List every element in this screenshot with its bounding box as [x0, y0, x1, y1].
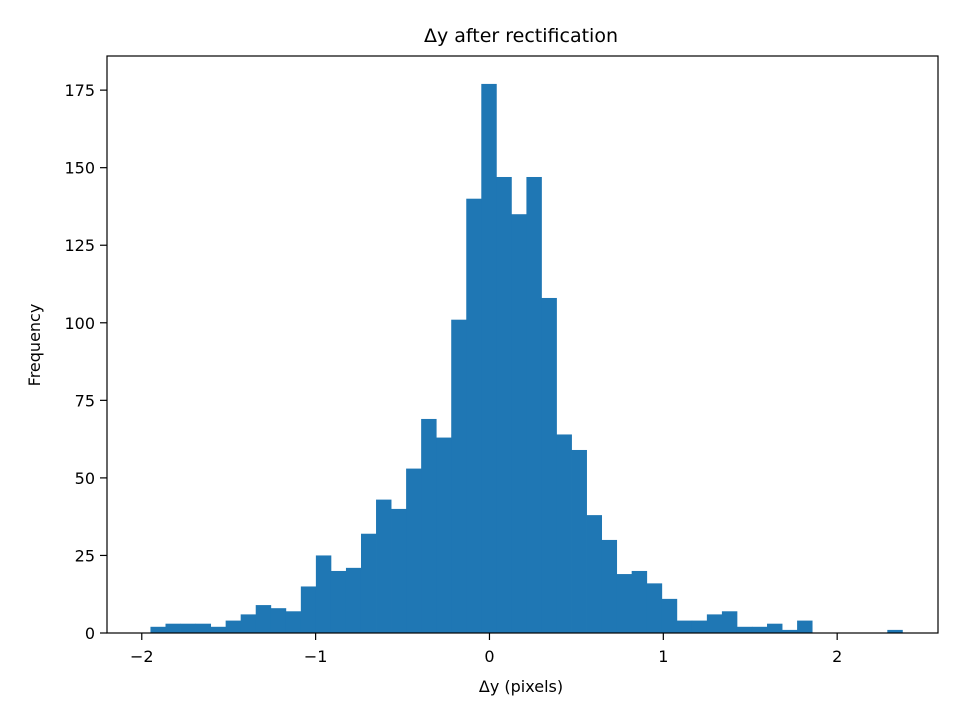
histogram-bar [721, 611, 738, 633]
x-tick-label: −2 [130, 647, 154, 666]
y-tick-label: 50 [75, 469, 95, 488]
histogram-bar [391, 508, 407, 633]
histogram-bar [646, 583, 663, 633]
histogram-bar [421, 418, 437, 633]
histogram-bar [661, 598, 678, 633]
x-tick-label: −1 [304, 647, 328, 666]
histogram-bar [165, 623, 181, 633]
histogram-bar [376, 499, 392, 633]
y-axis-label: Frequency [25, 304, 44, 387]
y-tick-label: 175 [64, 81, 95, 100]
histogram-bar [436, 437, 452, 633]
histogram-bar [601, 539, 618, 633]
y-tick-label: 0 [85, 624, 95, 643]
histogram-bar [300, 586, 317, 633]
histogram-bar [406, 468, 422, 633]
histogram-bar [180, 623, 196, 633]
x-axis: −2 −1 0 1 2 [130, 633, 842, 666]
histogram-bar [736, 626, 753, 633]
histogram-bar [481, 83, 497, 633]
histogram-bar [225, 620, 242, 633]
histogram-bar [315, 555, 332, 633]
histogram-bar [195, 623, 212, 633]
histogram-bar [526, 176, 542, 633]
x-tick-label: 2 [832, 647, 842, 666]
histogram-bar [751, 626, 768, 633]
bars-group [150, 83, 903, 634]
histogram-bar [451, 319, 467, 633]
chart-title: Δy after rectification [424, 25, 618, 47]
x-axis-label: Δy (pixels) [479, 677, 563, 696]
histogram-bar [782, 629, 798, 633]
x-tick-label: 0 [484, 647, 494, 666]
histogram-bar [767, 623, 783, 633]
histogram-bar [691, 620, 708, 633]
histogram-bar [270, 608, 287, 633]
histogram-bar [210, 626, 227, 633]
histogram-bar [797, 620, 813, 633]
x-tick-label: 1 [658, 647, 668, 666]
histogram-bar [496, 176, 512, 633]
y-tick-label: 75 [75, 391, 95, 410]
histogram-bar [631, 570, 648, 633]
plot-frame [106, 55, 939, 634]
histogram-bar [285, 611, 302, 633]
histogram-bar [541, 297, 557, 633]
histogram-bar [706, 614, 723, 633]
histogram-bar [586, 515, 603, 633]
histogram-bar [466, 198, 482, 634]
histogram-bar [676, 620, 693, 633]
histogram-bar [150, 626, 166, 633]
histogram-bar [360, 533, 377, 633]
histogram-bar [511, 214, 527, 634]
histogram-bar [330, 570, 347, 633]
histogram-bar [616, 574, 633, 633]
histogram-bar [345, 567, 362, 633]
y-tick-label: 125 [64, 236, 95, 255]
y-tick-label: 25 [75, 546, 95, 565]
histogram-bar [887, 629, 903, 633]
histogram-bar [240, 614, 257, 633]
y-axis: 0 25 50 75 100 125 150 175 [64, 81, 107, 643]
y-tick-label: 150 [64, 159, 95, 178]
histogram-bar [556, 434, 572, 633]
y-tick-label: 100 [64, 314, 95, 333]
histogram-bar [255, 605, 272, 633]
histogram-bar [571, 449, 587, 633]
